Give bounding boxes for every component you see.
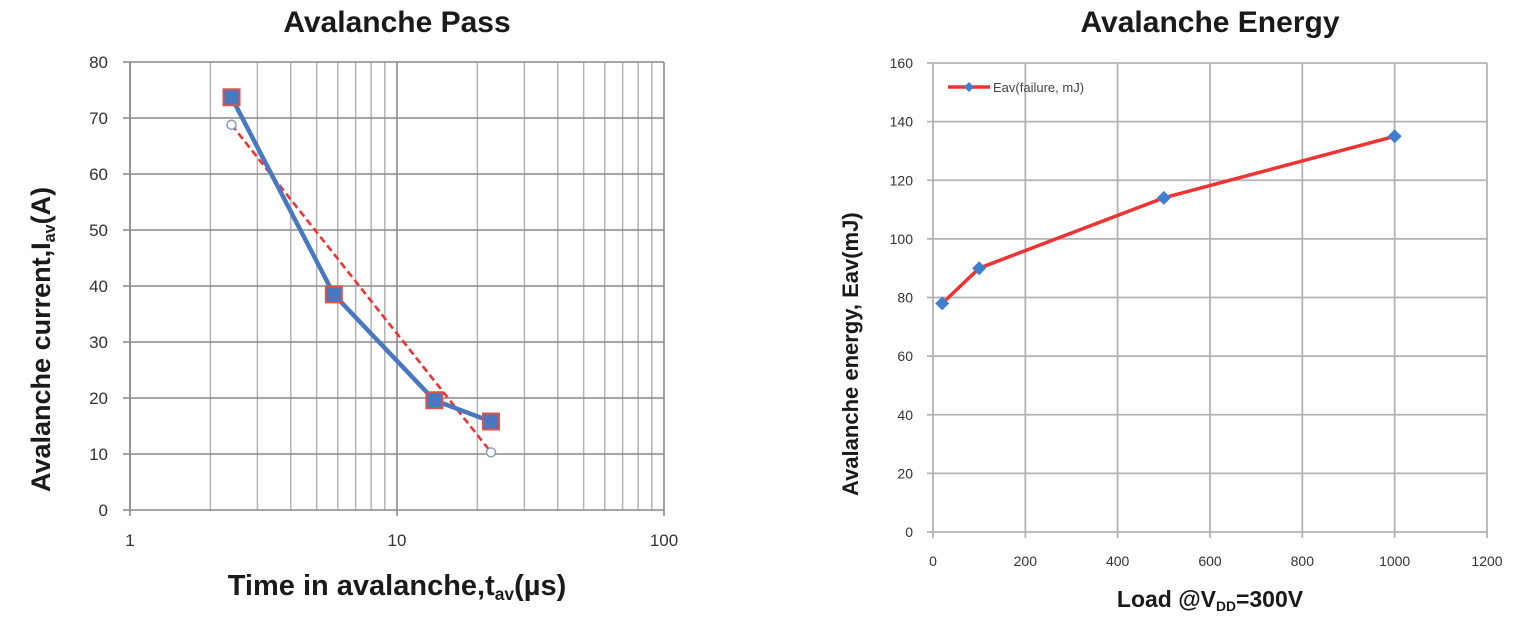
fit-marker bbox=[226, 119, 237, 130]
y-tick-label: 10 bbox=[89, 445, 108, 464]
y-tick-label: 30 bbox=[89, 333, 108, 352]
chart-title: Avalanche Pass bbox=[283, 6, 511, 39]
plot-area: 1 10 100 0 10 20 30 40 50 60 70 80 bbox=[89, 53, 678, 550]
chart-title: Avalanche Energy bbox=[1080, 6, 1340, 39]
y-tick-label: 50 bbox=[89, 221, 108, 240]
y-tick-label: 60 bbox=[897, 348, 913, 364]
legend-label: Eav(failure, mJ) bbox=[993, 80, 1084, 95]
y-tick-label: 0 bbox=[905, 524, 913, 540]
diamond-marker bbox=[935, 296, 950, 311]
diamond-marker bbox=[972, 261, 987, 276]
gridlines bbox=[927, 62, 1488, 538]
x-axis-label: Load @VDD=300V bbox=[933, 586, 1487, 614]
x-tick-label: 1 bbox=[125, 531, 134, 550]
diamond-marker bbox=[1387, 129, 1402, 144]
y-tick-label: 20 bbox=[89, 389, 108, 408]
square-marker bbox=[324, 285, 343, 304]
x-tick-label: 1200 bbox=[1471, 553, 1502, 569]
avalanche-energy-chart: Avalanche Energy Avalanche energy, Eav(m… bbox=[830, 0, 1536, 636]
x-tick-label: 10 bbox=[388, 531, 407, 550]
y-tick-label: 120 bbox=[890, 172, 914, 188]
y-tick-label: 100 bbox=[890, 231, 914, 247]
x-axis-label-unit: (µs) bbox=[514, 570, 567, 602]
y-tick-label: 80 bbox=[89, 53, 108, 72]
y-tick-label: 160 bbox=[890, 55, 914, 71]
x-axis-label-subscript: DD bbox=[1216, 599, 1236, 615]
x-tick-label: 1000 bbox=[1379, 553, 1410, 569]
square-marker bbox=[425, 391, 444, 410]
energy-line bbox=[941, 134, 1396, 305]
avalanche-pass-chart: Avalanche Pass Avalanche current,Iav(A) … bbox=[0, 0, 700, 636]
y-tick-label: 60 bbox=[89, 165, 108, 184]
gridlines bbox=[123, 61, 665, 516]
x-tick-label: 100 bbox=[650, 531, 678, 550]
legend-diamond-icon bbox=[964, 82, 974, 92]
diamond-marker bbox=[1156, 190, 1171, 205]
x-tick-label: 0 bbox=[929, 553, 937, 569]
y-tick-label: 140 bbox=[890, 114, 914, 130]
x-axis-label-main: Load @V bbox=[1116, 586, 1216, 612]
x-axis-label: Time in avalanche,tav(µs) bbox=[130, 570, 664, 605]
measured-line bbox=[229, 96, 492, 424]
y-tick-label: 40 bbox=[897, 407, 913, 423]
x-tick-label: 800 bbox=[1291, 553, 1315, 569]
x-tick-label: 400 bbox=[1106, 553, 1130, 569]
y-tick-label: 20 bbox=[897, 465, 913, 481]
fit-marker bbox=[485, 447, 497, 458]
x-axis-label-subscript: av bbox=[494, 584, 515, 605]
y-tick-label: 80 bbox=[897, 290, 913, 306]
x-axis-label-unit: =300V bbox=[1235, 586, 1304, 612]
square-marker bbox=[482, 412, 501, 431]
plot-area: 0 200 400 600 800 1000 1200 0 20 40 60 80 100 120 140 1… bbox=[890, 55, 1503, 569]
y-tick-label: 40 bbox=[89, 277, 108, 296]
y-tick-label: 0 bbox=[99, 501, 108, 520]
y-tick-label: 70 bbox=[89, 109, 108, 128]
x-tick-label: 200 bbox=[1014, 553, 1038, 569]
square-marker bbox=[222, 88, 241, 107]
legend: Eav(failure, mJ) bbox=[948, 80, 1084, 95]
x-axis-label-main: Time in avalanche,t bbox=[227, 570, 495, 602]
x-tick-label: 600 bbox=[1198, 553, 1222, 569]
